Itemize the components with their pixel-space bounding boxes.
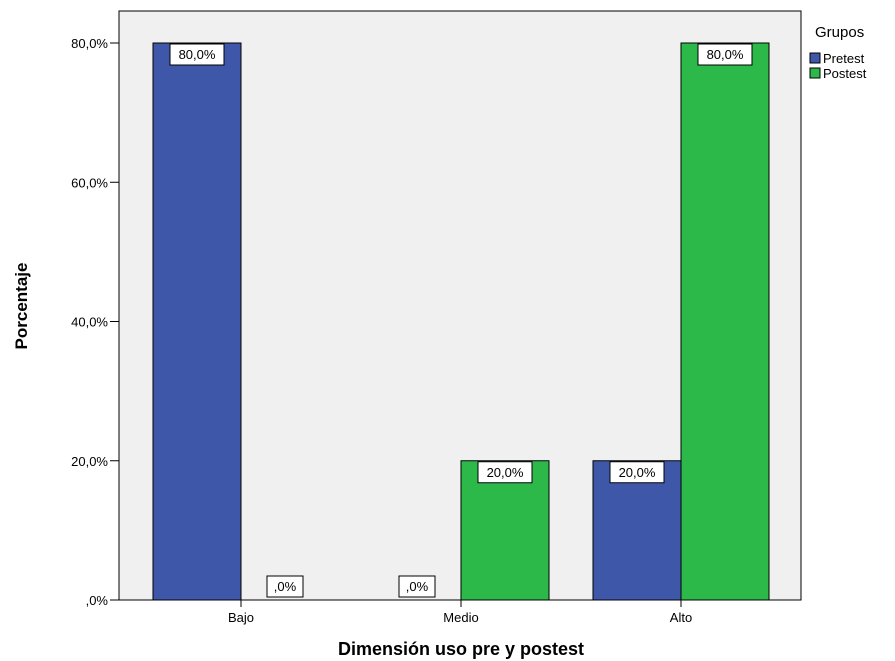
data-label-postest-bajo: ,0% [274, 579, 297, 594]
data-label-pretest-bajo: 80,0% [179, 47, 216, 62]
y-tick-label: 20,0% [71, 454, 108, 469]
bar-postest-alto [680, 42, 770, 601]
bar-postest-medio [460, 460, 550, 601]
data-label-box [609, 461, 665, 484]
legend: Grupos Pretest Postest [809, 24, 867, 81]
y-axis-title: Porcentaje [12, 263, 31, 350]
bar-pretest-bajo [152, 42, 242, 601]
x-tick-label-medio: Medio [443, 610, 478, 625]
data-label-box [398, 575, 436, 598]
y-tick-label: 40,0% [71, 315, 108, 330]
x-axis-title: Dimensión uso pre y postest [338, 639, 584, 659]
data-label-box [697, 43, 753, 66]
data-label-box [169, 43, 225, 66]
y-axis: ,0% 20,0% 40,0% 60,0% 80,0% [71, 36, 119, 608]
data-label-pretest-medio: ,0% [406, 579, 429, 594]
data-label-pretest-alto: 20,0% [619, 465, 656, 480]
data-labels-layer: 80,0% ,0% 20,0% ,0% 20,0% 80,0% [169, 43, 753, 598]
x-axis: Bajo Medio Alto [228, 600, 692, 625]
y-tick-label: ,0% [86, 593, 109, 608]
legend-label-postest: Postest [823, 66, 867, 81]
y-tick-label: 60,0% [71, 175, 108, 190]
legend-label-pretest: Pretest [823, 51, 865, 66]
bars-layer [152, 42, 770, 601]
data-label-box [266, 575, 304, 598]
x-tick-label-bajo: Bajo [228, 610, 254, 625]
bar-pretest-alto [592, 460, 682, 601]
x-tick-label-alto: Alto [670, 610, 692, 625]
legend-swatch-postest [809, 67, 821, 79]
legend-title: Grupos [815, 24, 864, 41]
y-tick-label: 80,0% [71, 36, 108, 51]
data-label-postest-alto: 80,0% [707, 47, 744, 62]
data-label-postest-medio: 20,0% [487, 465, 524, 480]
legend-swatch-pretest [809, 52, 821, 64]
data-label-box [477, 461, 533, 484]
